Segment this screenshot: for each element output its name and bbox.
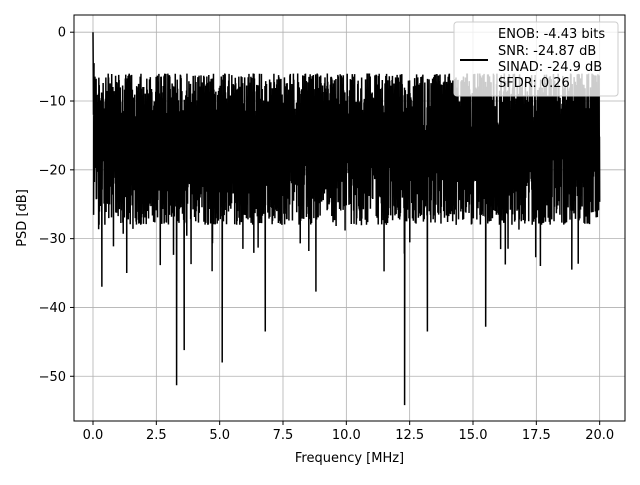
y-tick-label: −40 — [39, 301, 66, 316]
y-axis: 0 −10 −20 −30 −40 −50 — [39, 26, 74, 385]
y-tick-label: −30 — [39, 232, 66, 247]
series-layer — [92, 32, 601, 406]
x-tick-label: 2.5 — [146, 428, 167, 443]
y-axis-label: PSD [dB] — [15, 189, 30, 247]
x-tick-label: 12.5 — [395, 428, 424, 443]
x-tick-label: 7.5 — [273, 428, 294, 443]
x-tick-label: 15.0 — [459, 428, 488, 443]
legend-sinad: SINAD: -24.9 dB — [498, 60, 602, 75]
legend-snr: SNR: -24.87 dB — [498, 44, 596, 59]
y-tick-label: −50 — [39, 370, 66, 385]
x-axis-label: Frequency [MHz] — [295, 451, 404, 466]
y-tick-label: 0 — [58, 26, 66, 41]
x-tick-label: 5.0 — [209, 428, 230, 443]
y-tick-label: −10 — [39, 95, 66, 110]
legend-enob: ENOB: -4.43 bits — [498, 27, 605, 42]
plot-frame — [73, 14, 626, 422]
x-tick-label: 17.5 — [522, 428, 551, 443]
legend: ENOB: -4.43 bits SNR: -24.87 dB SINAD: -… — [453, 21, 619, 97]
legend-sfdr: SFDR: 0.26 — [498, 76, 570, 91]
y-tick-label: −20 — [39, 163, 66, 178]
psd-series-line — [92, 32, 601, 406]
x-tick-label: 10.0 — [332, 428, 361, 443]
legend-box — [453, 21, 619, 97]
x-tick-label: 0.0 — [83, 428, 104, 443]
x-tick-label: 20.0 — [585, 428, 614, 443]
x-axis: 0.0 2.5 5.0 7.5 10.0 12.5 15.0 17.5 20.0 — [83, 421, 614, 443]
